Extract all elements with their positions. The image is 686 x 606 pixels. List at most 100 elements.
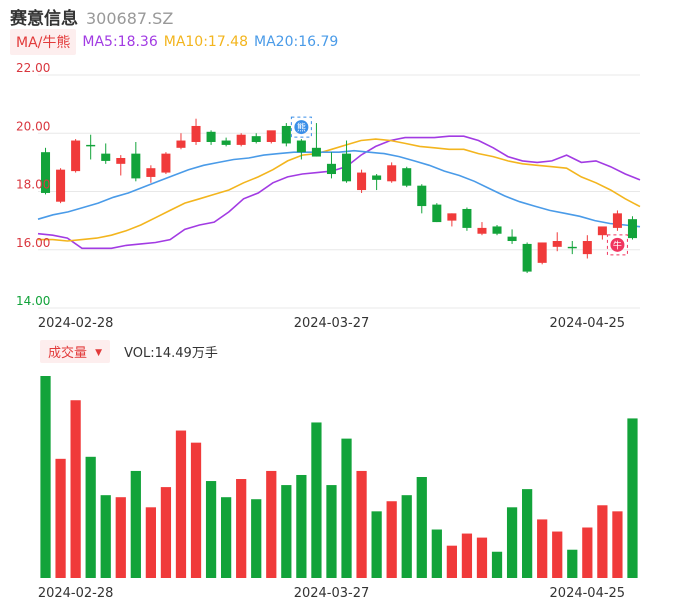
date-tick-label: 2024-04-25 — [550, 316, 626, 331]
candle-body — [296, 140, 306, 153]
volume-bar — [461, 533, 473, 578]
bear-signal-icon: 熊 — [290, 116, 312, 138]
candle — [552, 232, 562, 252]
candle — [567, 241, 577, 255]
candle — [191, 118, 201, 145]
candle-body — [191, 125, 201, 142]
candle-body — [417, 185, 427, 207]
volume-indicator-dropdown[interactable]: 成交量 ▼ — [40, 339, 111, 363]
candle-body — [492, 226, 502, 234]
candle — [462, 207, 472, 231]
ma5-legend: MA5:18.36 — [82, 34, 158, 50]
volume-bar — [160, 487, 172, 578]
candle — [387, 162, 397, 183]
candle-body — [597, 226, 607, 236]
candle — [86, 134, 96, 160]
candle-body — [627, 219, 637, 239]
volume-bar — [40, 376, 51, 578]
candle-body — [582, 241, 592, 255]
candle-body — [281, 125, 291, 144]
volume-bar — [356, 470, 367, 578]
candle — [597, 226, 607, 240]
volume-bar — [506, 507, 518, 578]
candle — [627, 216, 637, 240]
date-tick-label: 2024-04-25 — [550, 586, 626, 601]
candle — [236, 133, 246, 147]
marker-badge — [610, 237, 625, 252]
candle-body — [342, 153, 352, 182]
volume-bar — [446, 545, 457, 578]
volume-bar — [552, 531, 563, 578]
date-tick-label: 2024-03-27 — [294, 586, 370, 601]
candle — [101, 143, 111, 164]
candle — [146, 165, 156, 183]
candle — [477, 222, 487, 236]
volume-bar — [311, 422, 322, 578]
candle — [206, 130, 216, 145]
candle-body — [161, 153, 171, 173]
candle — [176, 133, 186, 150]
ma-legend: MA/牛熊 MA5:18.36 MA10:17.48 MA20:16.79 — [10, 29, 339, 55]
volume-bar — [386, 501, 397, 578]
candle-body — [522, 243, 532, 272]
candle — [432, 203, 442, 223]
title-row: 赛意信息 300687.SZ — [10, 4, 174, 29]
volume-bar — [537, 519, 548, 578]
candle — [537, 242, 547, 265]
date-tick-label: 2024-03-27 — [294, 316, 370, 331]
volume-bar — [175, 430, 187, 578]
candle — [507, 229, 517, 244]
date-axis-top: 2024-02-28 2024-03-27 2024-04-25 — [38, 316, 625, 331]
ma-toggle-button[interactable]: MA/牛熊 — [10, 29, 77, 55]
price-axis: 22.00 20.00 18.00 16.00 14.00 — [16, 61, 50, 308]
price-tick-label: 14.00 — [16, 294, 50, 308]
candle-body — [146, 168, 156, 177]
candle-body — [266, 130, 276, 142]
price-grid — [38, 74, 640, 309]
volume-bar — [85, 456, 96, 578]
volume-bar — [296, 474, 307, 578]
volume-bar — [416, 477, 427, 578]
candle-body — [41, 152, 51, 193]
candle-body — [387, 165, 397, 182]
candle — [357, 169, 367, 193]
candle-body — [402, 168, 412, 186]
candle — [342, 140, 352, 183]
candle — [221, 137, 231, 147]
ma-line-ma5 — [37, 135, 641, 250]
candle — [281, 123, 291, 147]
volume-bar — [522, 489, 533, 578]
candle-body — [236, 134, 246, 145]
price-tick-label: 18.00 — [16, 178, 50, 192]
moving-average-lines — [37, 135, 641, 250]
stock-code: 300687.SZ — [86, 9, 174, 28]
volume-bar — [567, 549, 578, 578]
ma20-legend: MA20:16.79 — [254, 34, 339, 50]
candle-body — [477, 227, 487, 234]
candle — [251, 133, 261, 144]
price-tick-label: 20.00 — [16, 119, 50, 133]
marker-badge — [294, 120, 309, 135]
volume-bar — [100, 495, 111, 578]
volume-indicator-label: 成交量 — [48, 345, 88, 361]
candle-body — [116, 158, 126, 164]
candle-body — [251, 136, 261, 142]
candle — [131, 141, 141, 182]
candlesticks — [41, 118, 637, 274]
date-axis-bottom: 2024-02-28 2024-03-27 2024-04-25 — [38, 586, 625, 601]
candle — [582, 235, 592, 259]
volume-bar — [70, 400, 81, 578]
candle-body — [372, 175, 382, 180]
volume-bar — [431, 529, 442, 578]
stock-name: 赛意信息 — [10, 9, 78, 29]
candle-body — [357, 172, 367, 191]
ma-line-ma10 — [38, 138, 641, 242]
volume-bar — [341, 438, 352, 578]
price-tick-label: 22.00 — [16, 61, 50, 75]
candle-body — [131, 153, 141, 179]
ma-line-ma20 — [37, 149, 641, 228]
candle — [41, 147, 51, 195]
volume-bar — [190, 442, 202, 578]
candle-body — [206, 131, 216, 142]
